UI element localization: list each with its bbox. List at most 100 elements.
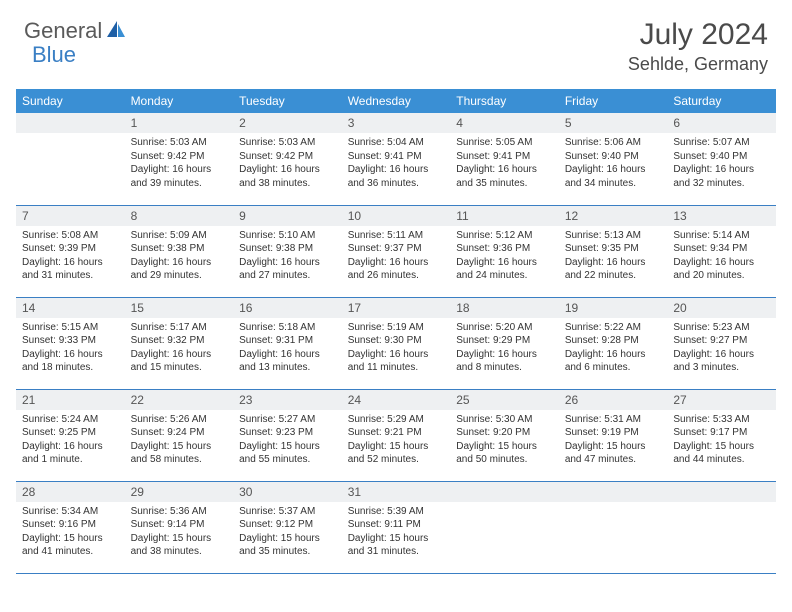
sunrise-text: Sunrise: 5:36 AM: [131, 505, 228, 519]
calendar-cell: [450, 481, 559, 573]
weekday-header: Tuesday: [233, 89, 342, 113]
daylight-text: Daylight: 16 hours and 39 minutes.: [131, 163, 228, 190]
sunrise-text: Sunrise: 5:34 AM: [22, 505, 119, 519]
day-body: Sunrise: 5:19 AMSunset: 9:30 PMDaylight:…: [342, 318, 451, 379]
calendar-cell: 21Sunrise: 5:24 AMSunset: 9:25 PMDayligh…: [16, 389, 125, 481]
daylight-text: Daylight: 15 hours and 31 minutes.: [348, 532, 445, 559]
sunset-text: Sunset: 9:32 PM: [131, 334, 228, 348]
day-number: 26: [559, 390, 668, 410]
daylight-text: Daylight: 16 hours and 13 minutes.: [239, 348, 336, 375]
daylight-text: Daylight: 16 hours and 35 minutes.: [456, 163, 553, 190]
sunrise-text: Sunrise: 5:39 AM: [348, 505, 445, 519]
day-number: 7: [16, 206, 125, 226]
calendar-header-row: SundayMondayTuesdayWednesdayThursdayFrid…: [16, 89, 776, 113]
day-body: Sunrise: 5:29 AMSunset: 9:21 PMDaylight:…: [342, 410, 451, 471]
calendar-cell: 24Sunrise: 5:29 AMSunset: 9:21 PMDayligh…: [342, 389, 451, 481]
day-number: 6: [667, 113, 776, 133]
weekday-header: Friday: [559, 89, 668, 113]
day-number: 28: [16, 482, 125, 502]
sunset-text: Sunset: 9:38 PM: [131, 242, 228, 256]
day-body: Sunrise: 5:10 AMSunset: 9:38 PMDaylight:…: [233, 226, 342, 287]
brand-text-general: General: [24, 18, 102, 44]
sunset-text: Sunset: 9:40 PM: [673, 150, 770, 164]
day-number: 29: [125, 482, 234, 502]
sunset-text: Sunset: 9:35 PM: [565, 242, 662, 256]
daylight-text: Daylight: 16 hours and 3 minutes.: [673, 348, 770, 375]
calendar-cell: 6 Sunrise: 5:07 AMSunset: 9:40 PMDaylight…: [667, 113, 776, 205]
sunset-text: Sunset: 9:39 PM: [22, 242, 119, 256]
calendar-table: SundayMondayTuesdayWednesdayThursdayFrid…: [16, 89, 776, 574]
day-body: Sunrise: 5:26 AMSunset: 9:24 PMDaylight:…: [125, 410, 234, 471]
day-number: 27: [667, 390, 776, 410]
day-body: Sunrise: 5:33 AMSunset: 9:17 PMDaylight:…: [667, 410, 776, 471]
day-body: Sunrise: 5:36 AMSunset: 9:14 PMDaylight:…: [125, 502, 234, 563]
sunrise-text: Sunrise: 5:17 AM: [131, 321, 228, 335]
day-number: 13: [667, 206, 776, 226]
sunrise-text: Sunrise: 5:31 AM: [565, 413, 662, 427]
weekday-header: Wednesday: [342, 89, 451, 113]
day-body: Sunrise: 5:14 AMSunset: 9:34 PMDaylight:…: [667, 226, 776, 287]
daylight-text: Daylight: 16 hours and 18 minutes.: [22, 348, 119, 375]
day-number: 15: [125, 298, 234, 318]
sunrise-text: Sunrise: 5:23 AM: [673, 321, 770, 335]
weekday-header: Thursday: [450, 89, 559, 113]
day-number: 5: [559, 113, 668, 133]
day-body: Sunrise: 5:09 AMSunset: 9:38 PMDaylight:…: [125, 226, 234, 287]
sunset-text: Sunset: 9:41 PM: [348, 150, 445, 164]
sunrise-text: Sunrise: 5:26 AM: [131, 413, 228, 427]
day-body: Sunrise: 5:04 AMSunset: 9:41 PMDaylight:…: [342, 133, 451, 194]
daylight-text: Daylight: 16 hours and 27 minutes.: [239, 256, 336, 283]
calendar-row: 1Sunrise: 5:03 AMSunset: 9:42 PMDaylight…: [16, 113, 776, 205]
sunset-text: Sunset: 9:40 PM: [565, 150, 662, 164]
sunset-text: Sunset: 9:41 PM: [456, 150, 553, 164]
calendar-cell: 22Sunrise: 5:26 AMSunset: 9:24 PMDayligh…: [125, 389, 234, 481]
day-body: Sunrise: 5:22 AMSunset: 9:28 PMDaylight:…: [559, 318, 668, 379]
sunset-text: Sunset: 9:11 PM: [348, 518, 445, 532]
sunrise-text: Sunrise: 5:03 AM: [239, 136, 336, 150]
sunrise-text: Sunrise: 5:07 AM: [673, 136, 770, 150]
sunrise-text: Sunrise: 5:14 AM: [673, 229, 770, 243]
brand-text-blue: Blue: [32, 42, 76, 68]
calendar-body: 1Sunrise: 5:03 AMSunset: 9:42 PMDaylight…: [16, 113, 776, 573]
sunset-text: Sunset: 9:38 PM: [239, 242, 336, 256]
sunset-text: Sunset: 9:34 PM: [673, 242, 770, 256]
sunrise-text: Sunrise: 5:06 AM: [565, 136, 662, 150]
sunrise-text: Sunrise: 5:27 AM: [239, 413, 336, 427]
day-body: Sunrise: 5:37 AMSunset: 9:12 PMDaylight:…: [233, 502, 342, 563]
calendar-cell: 15Sunrise: 5:17 AMSunset: 9:32 PMDayligh…: [125, 297, 234, 389]
calendar-cell: 19Sunrise: 5:22 AMSunset: 9:28 PMDayligh…: [559, 297, 668, 389]
daylight-text: Daylight: 15 hours and 52 minutes.: [348, 440, 445, 467]
sunrise-text: Sunrise: 5:08 AM: [22, 229, 119, 243]
day-body: Sunrise: 5:03 AMSunset: 9:42 PMDaylight:…: [125, 133, 234, 194]
calendar-cell: 31Sunrise: 5:39 AMSunset: 9:11 PMDayligh…: [342, 481, 451, 573]
sunset-text: Sunset: 9:28 PM: [565, 334, 662, 348]
calendar-row: 28Sunrise: 5:34 AMSunset: 9:16 PMDayligh…: [16, 481, 776, 573]
location-title: Sehlde, Germany: [628, 54, 768, 75]
calendar-row: 21Sunrise: 5:24 AMSunset: 9:25 PMDayligh…: [16, 389, 776, 481]
daylight-text: Daylight: 16 hours and 8 minutes.: [456, 348, 553, 375]
calendar-cell: 4Sunrise: 5:05 AMSunset: 9:41 PMDaylight…: [450, 113, 559, 205]
sunrise-text: Sunrise: 5:33 AM: [673, 413, 770, 427]
sunset-text: Sunset: 9:20 PM: [456, 426, 553, 440]
daylight-text: Daylight: 16 hours and 38 minutes.: [239, 163, 336, 190]
month-title: July 2024: [628, 18, 768, 52]
day-body: Sunrise: 5:20 AMSunset: 9:29 PMDaylight:…: [450, 318, 559, 379]
day-number: 22: [125, 390, 234, 410]
day-number: 11: [450, 206, 559, 226]
daylight-text: Daylight: 15 hours and 55 minutes.: [239, 440, 336, 467]
calendar-cell: 13Sunrise: 5:14 AMSunset: 9:34 PMDayligh…: [667, 205, 776, 297]
daylight-text: Daylight: 15 hours and 41 minutes.: [22, 532, 119, 559]
sunset-text: Sunset: 9:16 PM: [22, 518, 119, 532]
day-body: Sunrise: 5:39 AMSunset: 9:11 PMDaylight:…: [342, 502, 451, 563]
weekday-header: Saturday: [667, 89, 776, 113]
calendar-cell: 23Sunrise: 5:27 AMSunset: 9:23 PMDayligh…: [233, 389, 342, 481]
day-number: 21: [16, 390, 125, 410]
daylight-text: Daylight: 15 hours and 50 minutes.: [456, 440, 553, 467]
day-number: 1: [125, 113, 234, 133]
sunrise-text: Sunrise: 5:13 AM: [565, 229, 662, 243]
day-body: Sunrise: 5:08 AMSunset: 9:39 PMDaylight:…: [16, 226, 125, 287]
day-number: 19: [559, 298, 668, 318]
calendar-cell: 1Sunrise: 5:03 AMSunset: 9:42 PMDaylight…: [125, 113, 234, 205]
calendar-cell: 2Sunrise: 5:03 AMSunset: 9:42 PMDaylight…: [233, 113, 342, 205]
daylight-text: Daylight: 16 hours and 32 minutes.: [673, 163, 770, 190]
